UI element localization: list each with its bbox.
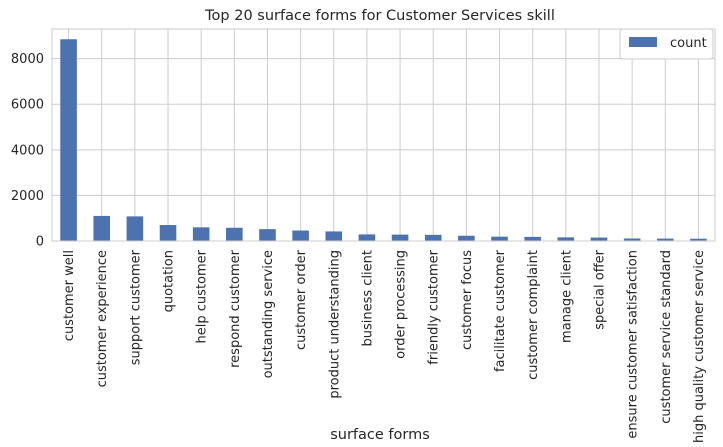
y-tick-label: 0: [36, 235, 44, 250]
bar-high-quality-customer-service: [690, 238, 707, 241]
x-axis-title: surface forms: [330, 427, 430, 443]
bar-customer-well: [60, 39, 77, 242]
bar-friendly-customer: [424, 234, 442, 241]
legend-label: count: [670, 36, 707, 51]
bar-product-understanding: [325, 231, 343, 241]
x-tick-label: customer complaint: [526, 250, 541, 380]
bar-customer-service-standard: [656, 238, 674, 241]
chart-title: Top 20 surface forms for Customer Servic…: [204, 8, 555, 24]
bar-manage-client: [557, 237, 575, 241]
y-tick-label: 8000: [11, 52, 44, 67]
x-tick-label: outstanding service: [261, 250, 276, 378]
bar-support-customer: [126, 216, 144, 241]
x-tick-label: customer service standard: [659, 250, 674, 424]
bar-respond-customer: [226, 227, 243, 241]
y-tick-label: 6000: [11, 98, 44, 113]
bars: [60, 39, 707, 242]
x-tick-label: ensure customer satisfaction: [626, 250, 641, 439]
bar-facilitate-customer: [491, 236, 508, 241]
legend: count: [619, 28, 714, 60]
x-tick-label: special offer: [592, 249, 607, 329]
x-tick-label: support customer: [128, 249, 143, 365]
legend-box: [619, 28, 714, 60]
x-tick-label: customer experience: [95, 250, 110, 387]
plot-frame: [51, 28, 716, 242]
y-tick-label: 2000: [11, 189, 44, 204]
bar-outstanding-service: [259, 229, 276, 241]
x-tick-label: manage client: [559, 250, 574, 343]
x-tick-label: friendly customer: [427, 249, 442, 364]
x-tick-label: facilitate customer: [493, 249, 508, 372]
bar-help-customer: [192, 227, 210, 241]
legend-swatch: [629, 37, 657, 47]
x-tick-label: product understanding: [327, 250, 342, 399]
x-tick-label: customer focus: [460, 250, 475, 350]
gridlines: [52, 29, 715, 242]
x-tick-labels: customer well customer experience support …: [62, 249, 707, 443]
bar-customer-order: [292, 230, 309, 241]
x-tick-label: respond customer: [228, 249, 243, 368]
bar-quotation: [159, 225, 177, 241]
bar-business-client: [358, 234, 376, 241]
y-tick-label: 4000: [11, 143, 44, 158]
bar-special-offer: [590, 237, 608, 241]
x-tick-label: help customer: [195, 249, 210, 343]
bar-customer-complaint: [524, 236, 541, 241]
bar-customer-focus: [458, 235, 475, 241]
x-tick-label: high quality customer service: [692, 250, 707, 443]
bar-ensure-customer-satisfaction: [623, 238, 641, 241]
x-tick-label: customer well: [62, 250, 77, 341]
bar-order-processing: [391, 234, 409, 241]
x-tick-label: quotation: [162, 250, 177, 312]
x-tick-label: customer order: [294, 249, 309, 350]
x-tick-label: business client: [360, 250, 375, 347]
x-tick-label: order processing: [394, 250, 409, 359]
y-tick-labels: 0 2000 4000 6000 8000: [11, 52, 44, 249]
bar-customer-experience: [93, 215, 111, 241]
